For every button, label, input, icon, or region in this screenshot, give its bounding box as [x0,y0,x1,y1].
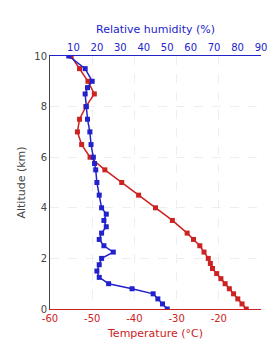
svg-text:20: 20 [91,42,104,53]
svg-text:90: 90 [255,42,268,53]
svg-text:-50: -50 [84,313,100,324]
svg-text:50: 50 [161,42,174,53]
svg-text:0: 0 [41,304,47,315]
svg-text:-40: -40 [126,313,142,324]
svg-text:60: 60 [184,42,197,53]
svg-text:10: 10 [34,51,47,62]
svg-text:70: 70 [208,42,221,53]
svg-text:Relative humidity (%): Relative humidity (%) [96,23,215,36]
svg-text:6: 6 [41,152,47,163]
svg-text:10: 10 [67,42,80,53]
svg-text:Temperature (°C): Temperature (°C) [107,327,203,340]
svg-text:2: 2 [41,253,47,264]
svg-text:30: 30 [114,42,127,53]
svg-text:Altitude (km): Altitude (km) [15,146,28,218]
svg-text:-60: -60 [42,313,58,324]
svg-text:80: 80 [231,42,244,53]
svg-text:40: 40 [137,42,150,53]
svg-text:8: 8 [41,101,47,112]
svg-text:-20: -20 [211,313,227,324]
svg-text:4: 4 [41,202,47,213]
svg-text:-30: -30 [168,313,184,324]
